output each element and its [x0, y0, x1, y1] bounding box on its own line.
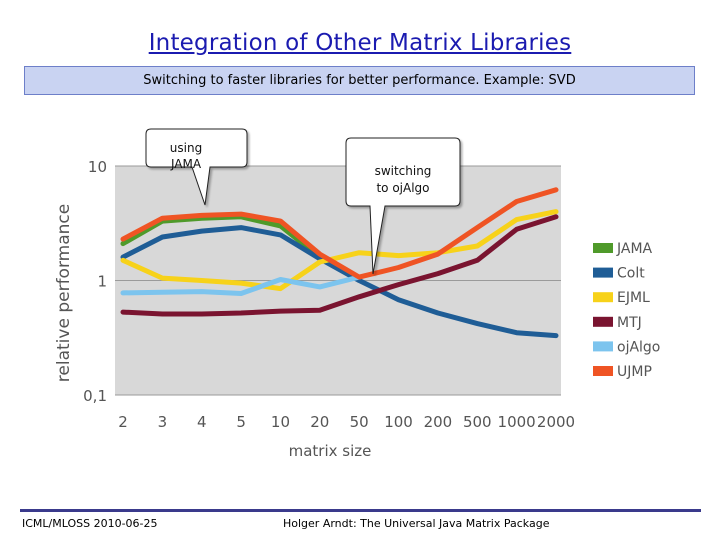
- legend-label-ojalgo: ojAlgo: [617, 339, 660, 355]
- x-tick-label: 1000: [498, 413, 536, 431]
- legend-label-jama: JAMA: [616, 241, 653, 257]
- footer-event: ICML/MLOSS 2010-06-25: [22, 517, 158, 530]
- series-line-colt: [120, 225, 559, 339]
- series-line-mtj: [120, 214, 559, 317]
- callout-using-jama: using JAMA: [145, 128, 248, 206]
- x-tick-label: 2000: [537, 413, 575, 431]
- legend-label-ujmp: UJMP: [617, 364, 652, 380]
- y-tick-label: 1: [97, 273, 107, 291]
- legend-swatch-colt: [593, 267, 613, 278]
- slide-title: Integration of Other Matrix Libraries: [148, 30, 572, 56]
- legend-swatch-ejml: [593, 292, 613, 303]
- series-line-jama: [120, 214, 323, 260]
- legend-swatch-mtj: [593, 316, 613, 327]
- x-tick-label: 100: [384, 413, 413, 431]
- performance-chart: 10 1 0,1 2 3 4 5 10 20 50 100 200 500 1000 2000 relat…: [54, 128, 660, 460]
- y-tick-label: 0,1: [83, 387, 107, 405]
- subtitle-banner: Switching to faster libraries for better…: [24, 66, 695, 95]
- callout-using-jama-bubble: [145, 128, 248, 206]
- series-line-ujmp: [120, 187, 559, 280]
- callout-switching-ojalgo-text: to ojAlgo: [376, 181, 429, 195]
- y-axis-label: relative performance: [54, 204, 74, 382]
- legend-swatch-jama: [593, 243, 613, 253]
- series-line-ojalgo: [120, 274, 362, 296]
- x-tick-label: 50: [350, 413, 369, 431]
- x-tick-label: 5: [236, 413, 246, 431]
- callout-switching-ojalgo-bubble: [345, 137, 461, 275]
- footer-author: Holger Arndt: The Universal Java Matrix …: [283, 517, 550, 530]
- x-tick-label: 2: [118, 413, 128, 431]
- y-tick-label: 10: [88, 158, 107, 176]
- legend-swatch-ojalgo: [593, 341, 613, 352]
- callout-using-jama-text: JAMA: [170, 157, 202, 171]
- x-axis-label: matrix size: [289, 442, 372, 460]
- legend-label-ejml: EJML: [617, 290, 650, 306]
- callout-switching-ojalgo-text: switching: [375, 164, 432, 178]
- footer-divider: [20, 509, 701, 512]
- callout-using-jama-text: using: [170, 141, 202, 155]
- x-tick-label: 4: [197, 413, 207, 431]
- legend-label-mtj: MTJ: [617, 315, 642, 331]
- series-line-ejml: [120, 209, 559, 292]
- legend-swatch-ujmp: [593, 366, 613, 376]
- x-tick-label: 10: [271, 413, 290, 431]
- x-tick-label: 3: [158, 413, 168, 431]
- x-tick-label: 20: [310, 413, 329, 431]
- x-tick-label: 500: [463, 413, 492, 431]
- x-tick-label: 200: [424, 413, 453, 431]
- legend-label-colt: Colt: [617, 266, 645, 282]
- callout-switching-ojalgo: switching to ojAlgo: [345, 137, 461, 275]
